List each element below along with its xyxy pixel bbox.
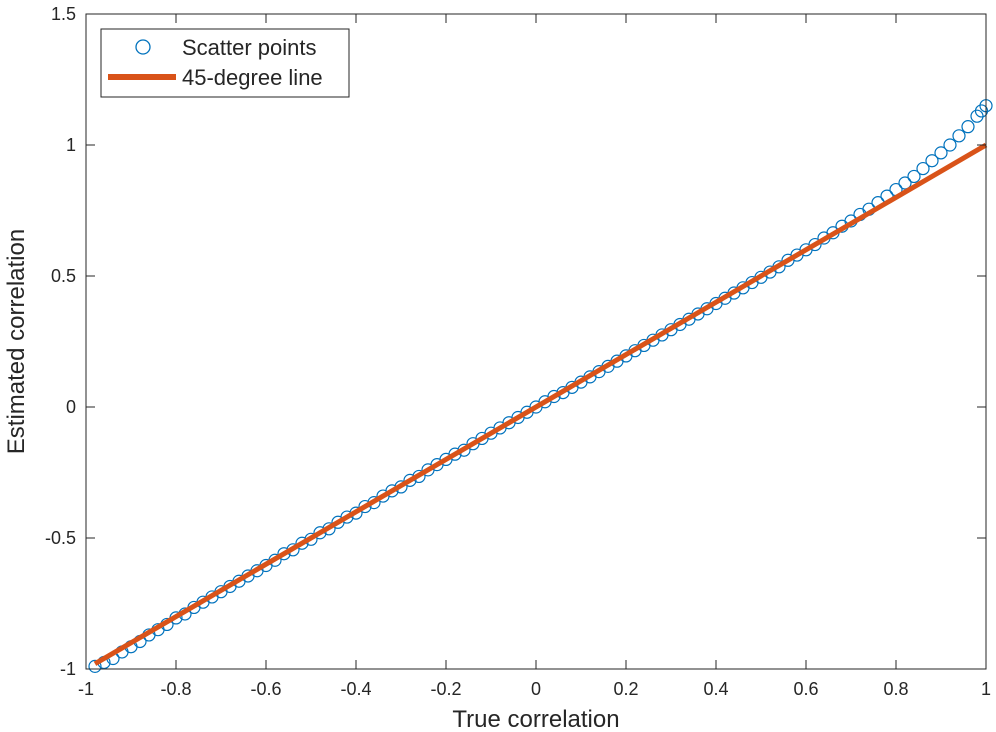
scatter-point <box>898 176 912 190</box>
ticks: -1 -0.8 -0.6 -0.4 -0.2 0 0.2 0.4 0.6 0.8 1 -1 -0.5 0 0… <box>45 4 991 699</box>
forty-five-degree-line <box>93 142 988 666</box>
axes-box <box>85 13 987 670</box>
scatter-point <box>385 484 399 498</box>
y-tick-label: 0 <box>66 397 76 417</box>
y-axis-label: Estimated correlation <box>3 229 30 454</box>
scatter-point <box>448 447 462 461</box>
y-tick-label: 1 <box>66 135 76 155</box>
y-tick-label: 1.5 <box>51 4 76 24</box>
x-tick-label: -0.6 <box>250 679 281 699</box>
legend: Scatter points 45-degree line <box>100 28 350 98</box>
scatter-point <box>970 109 984 123</box>
scatter-point <box>925 154 939 168</box>
y-tick-label: 0.5 <box>51 266 76 286</box>
scatter-point <box>340 510 354 524</box>
scatter-point <box>808 237 822 252</box>
x-tick-label: 1 <box>981 679 991 699</box>
x-tick-label: -0.8 <box>160 679 191 699</box>
legend-marker-scatter <box>135 39 151 55</box>
scatter-point <box>916 161 930 176</box>
scatter-point <box>961 120 975 134</box>
scatter-point <box>277 547 291 561</box>
x-tick-label: -1 <box>78 679 94 699</box>
x-tick-label: -0.4 <box>340 679 371 699</box>
scatter-point <box>547 389 561 404</box>
scatter-point <box>88 659 102 673</box>
scatter-point <box>403 473 417 487</box>
y-tick-label: -1 <box>60 659 76 679</box>
scatter-point <box>934 146 948 160</box>
scatter-point <box>358 499 372 514</box>
scatter-point <box>313 526 327 540</box>
line-series <box>93 142 988 666</box>
x-tick-label: 0.8 <box>883 679 908 699</box>
x-tick-label: -0.2 <box>430 679 461 699</box>
x-tick-label: 0 <box>531 679 541 699</box>
scatter-point <box>295 536 309 550</box>
scatter-point <box>907 169 921 184</box>
scatter-point <box>952 129 966 143</box>
x-tick-label: 0.2 <box>613 679 638 699</box>
y-tick-label: -0.5 <box>45 528 76 548</box>
scatter-point <box>943 138 957 152</box>
x-tick-label: 0.6 <box>793 679 818 699</box>
legend-label-scatter: Scatter points <box>182 35 317 60</box>
x-tick-label: 0.4 <box>703 679 728 699</box>
x-axis-label: True correlation <box>452 706 619 732</box>
legend-label-line: 45-degree line <box>182 65 323 90</box>
